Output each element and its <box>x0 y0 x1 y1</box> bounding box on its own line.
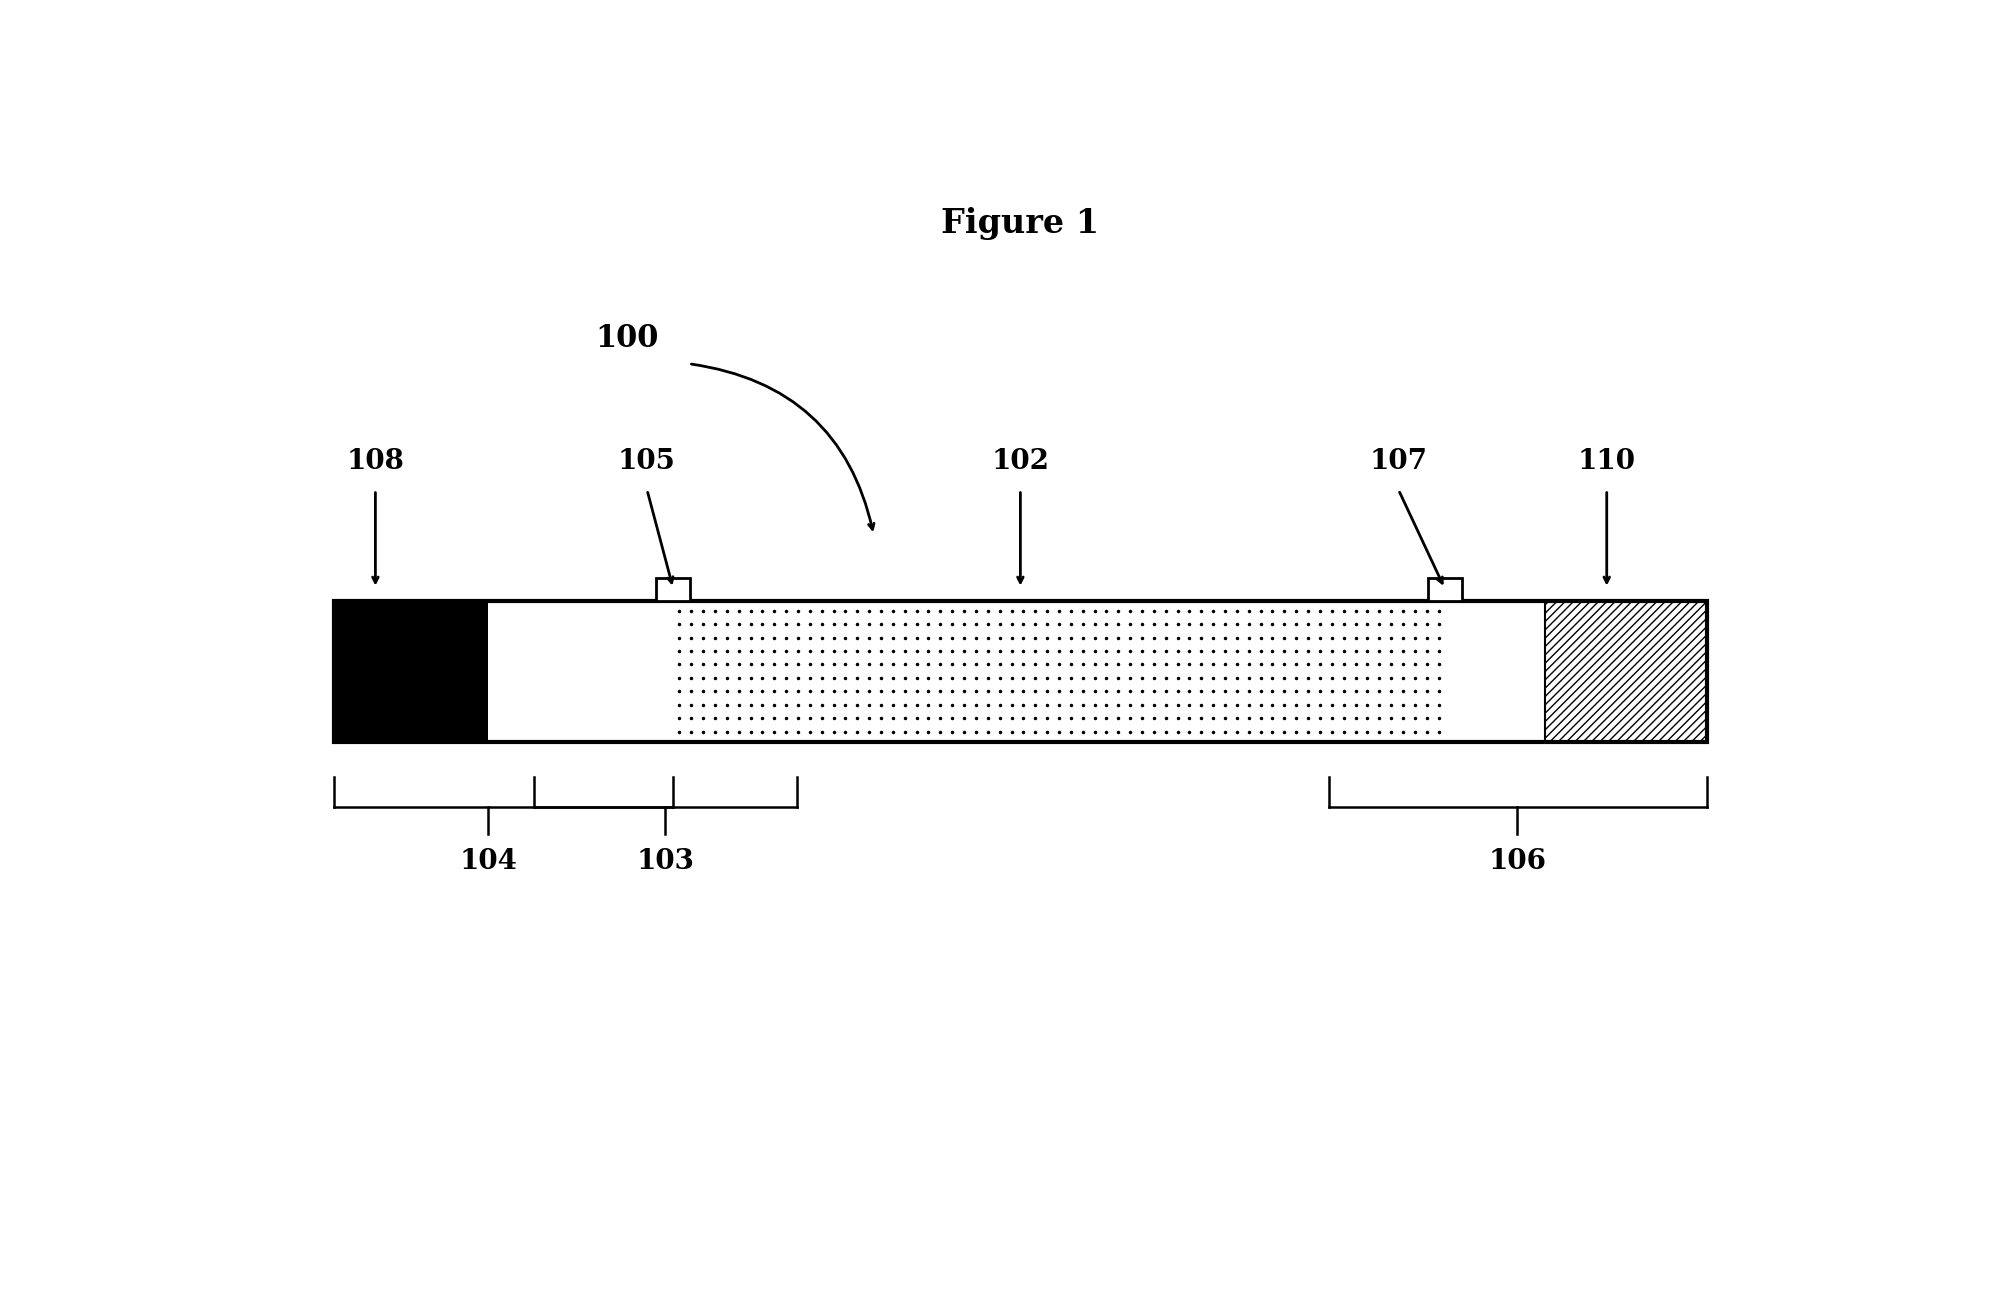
Text: 103: 103 <box>637 847 695 874</box>
Text: 106: 106 <box>1487 847 1547 874</box>
Text: Figure 1: Figure 1 <box>942 207 1099 241</box>
Text: 110: 110 <box>1577 448 1637 475</box>
Text: 107: 107 <box>1370 448 1428 475</box>
Bar <box>334 601 488 742</box>
Bar <box>657 579 691 601</box>
Bar <box>1545 601 1706 742</box>
Bar <box>1545 601 1706 742</box>
Text: 108: 108 <box>346 448 404 475</box>
Text: 100: 100 <box>595 323 659 353</box>
Bar <box>673 601 1445 742</box>
Text: 102: 102 <box>992 448 1049 475</box>
Bar <box>1428 579 1461 601</box>
Bar <box>334 601 1706 742</box>
Bar <box>1445 601 1545 742</box>
Text: 104: 104 <box>460 847 518 874</box>
Text: 105: 105 <box>617 448 675 475</box>
Bar <box>488 601 673 742</box>
